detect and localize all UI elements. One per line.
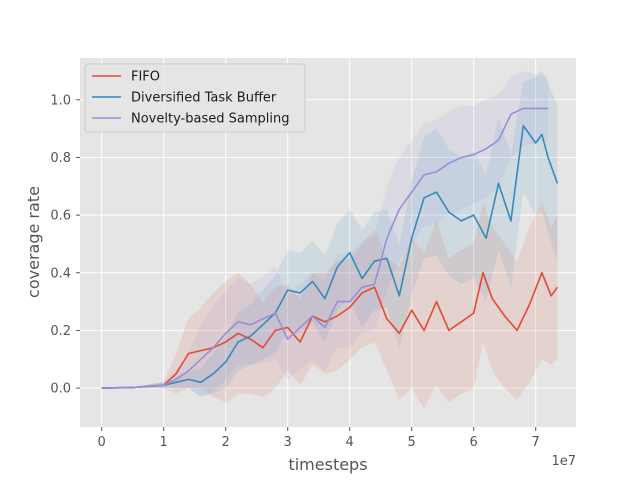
x-tick-label: 0 <box>98 435 106 450</box>
legend-items: FIFO Diversified Task Buffer Novelty-based… <box>92 70 289 127</box>
novelty-based-sampling-line <box>101 107 549 389</box>
y-tick-label: 0.2 <box>50 324 71 339</box>
y-axis-ticks: 0.0 0.2 0.4 0.6 0.8 1.0 <box>50 93 80 397</box>
x-tick-label: 6 <box>470 435 478 450</box>
x-tick-label: 1 <box>160 435 168 450</box>
x-tick-label: 4 <box>346 435 354 450</box>
diversified-task-buffer-legend-label: Diversified Task Buffer <box>131 91 277 106</box>
x-axis-offset-label: 1e7 <box>551 454 576 469</box>
x-tick-label: 7 <box>532 435 540 450</box>
x-axis-ticks: 0 1 2 3 4 5 6 7 <box>98 427 540 450</box>
y-tick-label: 1.0 <box>50 93 71 108</box>
legend-box <box>84 63 306 133</box>
fifo-line <box>101 271 559 389</box>
y-tick-label: 0.6 <box>50 209 71 224</box>
x-tick-label: 2 <box>222 435 230 450</box>
fifo-legend-label: FIFO <box>131 70 160 85</box>
confidence-bands <box>101 71 558 409</box>
y-axis-label: coverage rate <box>24 186 43 298</box>
x-tick-label: 5 <box>408 435 416 450</box>
x-axis-label: timesteps <box>288 455 367 474</box>
y-tick-label: 0.0 <box>50 382 71 397</box>
novelty-based-sampling-legend-label: Novelty-based Sampling <box>131 112 289 127</box>
series-lines <box>101 107 559 389</box>
fifo-band <box>101 203 558 409</box>
legend: FIFO Diversified Task Buffer Novelty-based… <box>84 63 306 133</box>
novelty-based-sampling-band <box>101 71 549 397</box>
y-tick-label: 0.8 <box>50 151 71 166</box>
y-tick-label: 0.4 <box>50 266 71 281</box>
diversified-task-buffer-band <box>101 71 558 397</box>
diversified-task-buffer-line <box>101 124 559 389</box>
x-tick-label: 3 <box>284 435 292 450</box>
